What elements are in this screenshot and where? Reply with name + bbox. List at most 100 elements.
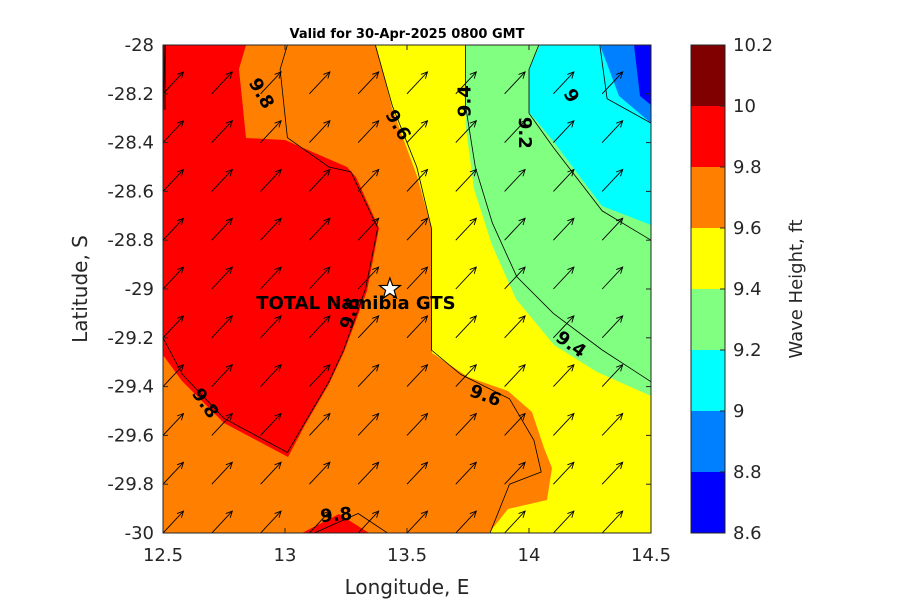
wind-arrow xyxy=(406,461,429,485)
wind-arrow xyxy=(211,510,234,533)
wind-arrow xyxy=(309,217,331,241)
wind-arrow xyxy=(601,119,624,143)
contour-line xyxy=(374,45,542,533)
colorbar-segment xyxy=(691,289,725,350)
wind-arrow xyxy=(357,71,380,95)
colorbar-segment xyxy=(691,350,725,411)
y-tick-label: -29.8 xyxy=(107,474,154,495)
colorbar-tick-label: 9.2 xyxy=(733,340,762,361)
wind-arrow xyxy=(650,93,651,94)
wind-arrow xyxy=(650,190,651,192)
wind-arrow xyxy=(601,461,624,485)
wind-arrow xyxy=(260,45,262,46)
axis-ticks: 12.5 13 13.5 14 14.5 -28 -28.2 -28.4 -28.6 -28.8 -… xyxy=(107,35,671,566)
contour-line xyxy=(163,45,379,454)
wind-arrow xyxy=(163,266,185,290)
wind-arrow xyxy=(601,510,624,533)
colorbar-segment xyxy=(691,228,725,289)
wind-arrow xyxy=(357,217,380,241)
wind-arrow xyxy=(455,71,478,95)
wind-arrow xyxy=(163,412,185,436)
y-tick-label: -28.8 xyxy=(107,230,154,251)
wind-arrow xyxy=(163,510,185,533)
contour-line xyxy=(465,45,651,383)
wind-arrow xyxy=(357,168,380,192)
y-tick-label: -29.2 xyxy=(107,328,154,349)
wind-arrow xyxy=(504,412,526,436)
wind-arrow xyxy=(163,45,164,46)
colorbar: 8.6 8.8 9 9.2 9.4 9.6 9.8 10 10.2 xyxy=(690,35,773,544)
wind-arrow xyxy=(651,23,672,45)
wind-arrow xyxy=(260,315,282,339)
wind-arrow xyxy=(553,266,575,290)
wind-arrow xyxy=(650,288,651,289)
chart-title: Valid for 30-Apr-2025 0800 GMT xyxy=(290,27,525,42)
wind-arrow xyxy=(260,412,282,436)
wind-arrow xyxy=(601,363,624,387)
wind-arrow xyxy=(553,217,575,241)
wind-arrow xyxy=(650,385,651,387)
wind-arrow xyxy=(504,119,526,143)
wind-arrow xyxy=(553,119,575,143)
wind-arrow xyxy=(309,266,331,290)
colorbar-tick-label: 8.8 xyxy=(733,462,762,483)
wind-arrow xyxy=(455,266,478,290)
contour-line xyxy=(599,45,651,124)
wind-arrow xyxy=(601,412,624,436)
y-tick-label: -29 xyxy=(125,279,154,300)
x-tick-label: 13.5 xyxy=(387,545,427,566)
wind-arrow xyxy=(601,315,624,339)
wind-arrow xyxy=(504,461,526,485)
wind-arrow xyxy=(211,217,234,241)
plot-area: 9.89.69.49.299.69.8 9.69.49.8 xyxy=(163,23,672,533)
colorbar-segment xyxy=(691,472,725,533)
wind-arrow xyxy=(601,217,624,241)
wind-arrow xyxy=(650,141,651,143)
wind-arrow xyxy=(553,71,575,95)
wind-arrow xyxy=(602,45,603,46)
colorbar-segment xyxy=(691,167,725,228)
wind-arrow xyxy=(163,168,185,192)
wind-arrow xyxy=(406,217,429,241)
colorbar-tick-label: 9.4 xyxy=(733,279,762,300)
wind-arrow xyxy=(260,266,282,290)
wind-arrow xyxy=(406,510,429,533)
x-tick-label: 13 xyxy=(274,545,297,566)
colorbar-tick-label: 9.6 xyxy=(733,218,762,239)
colorbar-label: Wave Height, ft xyxy=(786,219,807,358)
band-9.8-10.0-west xyxy=(163,45,379,457)
wind-arrow xyxy=(211,266,234,290)
wind-arrow xyxy=(455,461,478,485)
wind-arrow xyxy=(406,363,429,387)
station-label: TOTAL Namibia GTS xyxy=(256,293,455,314)
wind-arrow xyxy=(650,434,651,436)
band-8.6-8.8 xyxy=(634,45,651,105)
wind-arrow xyxy=(163,71,185,95)
wind-arrow xyxy=(406,71,429,95)
y-axis-label: Latitude, S xyxy=(68,235,92,343)
wind-arrow xyxy=(211,315,234,339)
wind-arrow xyxy=(309,412,331,436)
wind-arrow xyxy=(357,315,380,339)
wind-vectors xyxy=(163,23,672,533)
wind-arrow xyxy=(504,363,526,387)
x-tick-label: 14 xyxy=(518,545,541,566)
wind-arrow xyxy=(309,461,331,485)
y-tick-label: -29.6 xyxy=(107,425,154,446)
wind-arrow xyxy=(406,168,429,192)
contour-line xyxy=(163,45,166,107)
wind-arrow xyxy=(455,510,478,533)
wind-arrow xyxy=(455,168,478,192)
wind-arrow xyxy=(601,71,624,95)
colorbar-segment xyxy=(691,106,725,167)
wind-arrow xyxy=(163,217,185,241)
wind-arrow xyxy=(406,412,429,436)
contour-label: 9.8 xyxy=(319,504,353,528)
wind-arrow xyxy=(357,461,380,485)
wind-arrow xyxy=(553,45,555,46)
contour-line xyxy=(314,513,388,533)
wind-arrow xyxy=(357,510,380,533)
star-icon xyxy=(377,276,403,300)
wind-arrow xyxy=(553,168,575,192)
